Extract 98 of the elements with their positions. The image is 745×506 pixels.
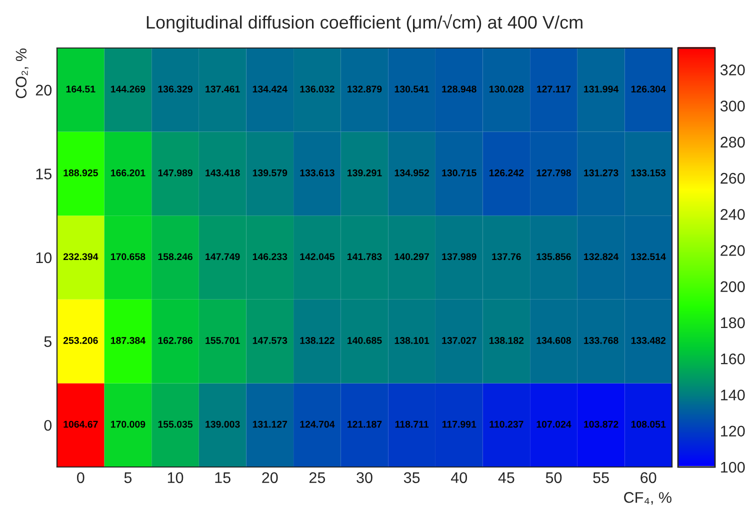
data-label: 124.704 <box>300 420 335 428</box>
x-tick-label: 0 <box>77 472 84 484</box>
data-label: 130.541 <box>394 86 430 93</box>
data-label: 132.514 <box>631 253 666 260</box>
x-tick-label: 20 <box>262 472 278 484</box>
color-bar-label: 320 <box>720 64 745 76</box>
data-label: 133.482 <box>631 337 666 344</box>
data-label: 127.117 <box>537 86 571 92</box>
color-bar-label: 160 <box>721 354 745 364</box>
data-label: 132.879 <box>348 86 382 93</box>
data-label: 162.786 <box>158 337 192 344</box>
data-label: 134.424 <box>252 86 288 93</box>
data-label: 253.206 <box>63 337 98 344</box>
color-bar-label: 260 <box>720 172 745 184</box>
data-label: 133.768 <box>584 337 618 344</box>
data-label: 138.122 <box>300 337 334 344</box>
color-bar-label: 300 <box>720 100 745 112</box>
y-tick-label: 10 <box>36 252 52 264</box>
data-label: 166.201 <box>111 169 146 176</box>
data-label: 147.989 <box>158 169 192 176</box>
x-tick-label: 45 <box>498 472 514 484</box>
y-tick-label: 15 <box>36 168 52 180</box>
data-label: 142.045 <box>300 253 334 260</box>
data-label: 135.856 <box>536 253 571 260</box>
y-tick-label: 20 <box>36 84 52 96</box>
data-label: 131.127 <box>252 420 288 428</box>
color-bar-label: 220 <box>720 245 745 256</box>
color-bar-label: 280 <box>720 136 745 148</box>
x-tick-label: 5 <box>124 472 132 484</box>
data-label: 137.76 <box>492 253 521 260</box>
data-label: 117.991 <box>442 420 476 428</box>
x-tick-label: 15 <box>215 472 230 484</box>
data-label: 232.394 <box>63 253 98 260</box>
x-tick-label: 25 <box>309 472 326 484</box>
x-tick-label: 35 <box>404 472 420 484</box>
color-bar-label: 180 <box>721 317 745 328</box>
x-tick-label: 50 <box>546 472 562 484</box>
data-label: 110.237 <box>490 420 524 428</box>
x-tick-label: 30 <box>356 472 372 484</box>
data-label: 103.872 <box>584 420 618 428</box>
data-label: 126.304 <box>631 86 666 93</box>
data-label: 137.461 <box>206 86 240 93</box>
data-label: 107.024 <box>536 420 572 428</box>
data-label: 136.329 <box>158 86 192 93</box>
data-label: 143.418 <box>206 169 240 176</box>
data-label: 133.613 <box>300 169 334 176</box>
data-label: 133.153 <box>631 169 666 176</box>
data-label: 146.233 <box>252 253 288 260</box>
data-label: 136.032 <box>300 86 334 93</box>
data-label: 130.715 <box>442 169 476 176</box>
data-label: 108.051 <box>631 420 666 428</box>
y-tick-label: 0 <box>44 420 52 431</box>
data-label: 139.579 <box>252 169 288 176</box>
data-label: 131.273 <box>584 169 618 176</box>
x-axis-title: CF₄, % <box>624 492 672 505</box>
x-tick-label: 40 <box>450 472 468 484</box>
data-label: 127.798 <box>536 169 572 176</box>
data-label: 140.685 <box>348 337 382 344</box>
data-label: 155.035 <box>158 420 193 428</box>
data-label: 138.182 <box>489 337 524 344</box>
data-label: 141.783 <box>348 253 382 260</box>
data-label: 170.009 <box>111 420 146 428</box>
data-label: 126.242 <box>489 169 524 176</box>
y-tick-label: 5 <box>44 336 52 347</box>
data-label: 137.027 <box>442 337 476 344</box>
data-label: 158.246 <box>158 253 192 260</box>
color-bar-label: 240 <box>720 209 745 220</box>
data-label: 147.749 <box>206 253 240 260</box>
color-bar-label: 120 <box>721 426 745 437</box>
y-axis-title: CO₂, % <box>16 48 28 98</box>
data-label: 188.925 <box>64 169 98 176</box>
data-label: 155.701 <box>206 337 240 344</box>
data-label: 131.994 <box>584 86 619 93</box>
data-label: 1064.67 <box>64 420 98 428</box>
data-label: 139.291 <box>348 169 382 176</box>
data-label: 138.101 <box>394 337 430 344</box>
color-bar-label: 200 <box>720 281 745 292</box>
data-label: 139.003 <box>206 420 240 428</box>
data-label: 170.658 <box>111 253 146 260</box>
data-label: 147.573 <box>252 337 288 344</box>
x-tick-label: 60 <box>640 472 656 484</box>
data-label: 187.384 <box>111 337 146 344</box>
data-label: 130.028 <box>489 86 524 93</box>
data-label: 132.824 <box>584 253 619 260</box>
data-label: 140.297 <box>394 253 429 260</box>
chart-title: Longitudinal diffusion coefficient (μm/√cm) at 400 V/cm <box>146 14 582 32</box>
data-label: 121.187 <box>348 420 382 428</box>
x-tick-label: 55 <box>593 472 609 484</box>
x-tick-label: 10 <box>168 472 184 484</box>
data-label: 144.269 <box>111 86 146 93</box>
color-bar-label: 100 <box>721 462 745 473</box>
data-label: 128.948 <box>442 86 476 93</box>
data-label: 164.51 <box>66 86 96 93</box>
data-label: 134.608 <box>536 337 572 344</box>
data-label: 134.952 <box>394 169 429 176</box>
data-label: 137.989 <box>442 253 476 260</box>
color-bar-label: 140 <box>721 390 745 400</box>
data-label: 118.711 <box>395 420 429 428</box>
